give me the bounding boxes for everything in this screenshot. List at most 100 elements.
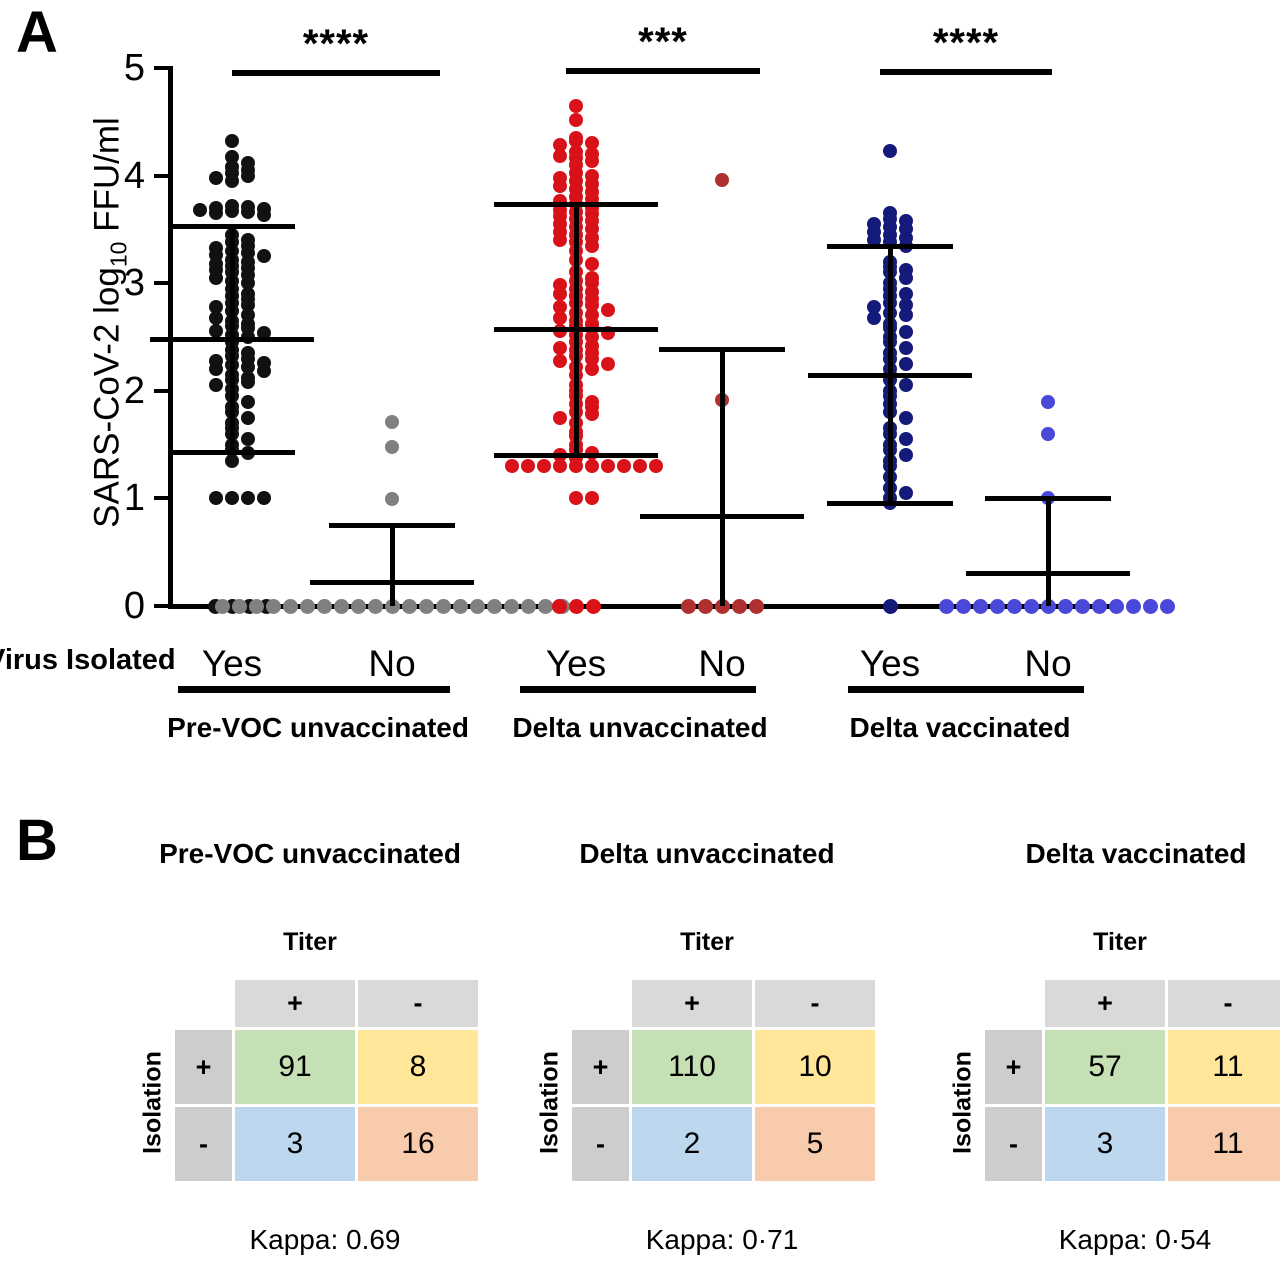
data-point — [955, 598, 971, 614]
confusion-matrix-block: Delta unvaccinated Titer Isolation + - +110 10… — [497, 790, 917, 1277]
data-point — [585, 394, 599, 409]
data-point — [731, 598, 747, 614]
mean-line — [310, 580, 474, 586]
data-point — [241, 346, 255, 361]
data-point — [225, 453, 239, 468]
mean-line — [966, 570, 1130, 576]
data-point — [241, 308, 255, 323]
data-point — [435, 598, 451, 614]
data-point — [553, 410, 567, 425]
y-axis-tick — [154, 173, 169, 178]
sd-cap-upper — [827, 243, 953, 249]
data-point — [1023, 598, 1039, 614]
data-point — [899, 308, 913, 323]
group-name-label: Pre-VOC unvaccinated — [167, 712, 469, 743]
data-point — [551, 598, 567, 614]
data-point — [585, 491, 599, 506]
matrix-cell: 3 — [235, 1107, 355, 1181]
data-point — [257, 491, 271, 506]
data-point — [899, 448, 913, 463]
data-point — [714, 598, 730, 614]
data-point — [899, 324, 913, 339]
data-point — [883, 143, 897, 158]
matrix-row-header: + — [572, 1030, 629, 1104]
data-point — [1041, 426, 1055, 441]
error-bar-whisker — [390, 525, 395, 606]
data-point — [585, 598, 601, 614]
virus-isolated-row-label: Virus Isolated — [0, 644, 176, 676]
data-point — [585, 362, 599, 377]
sd-cap-lower — [494, 453, 658, 459]
data-point — [585, 308, 599, 323]
data-point — [569, 144, 583, 159]
kappa-value: Kappa: 0.69 — [249, 1224, 401, 1255]
data-point — [989, 598, 1005, 614]
matrix-corner-spacer — [572, 980, 629, 1027]
data-point — [553, 278, 567, 293]
mean-line — [640, 513, 804, 519]
data-point — [569, 98, 583, 113]
y-axis-tick-label: 4 — [123, 154, 145, 197]
data-point — [225, 150, 239, 165]
data-point — [469, 598, 485, 614]
matrix-column-header: + — [632, 980, 752, 1027]
data-point — [867, 217, 881, 232]
data-point — [209, 323, 223, 338]
data-point — [241, 199, 255, 214]
data-point — [248, 598, 264, 614]
confusion-matrix-block: Pre-VOC unvaccinated Titer Isolation + - +91 8… — [100, 790, 520, 1277]
matrix-cell: 110 — [632, 1030, 752, 1104]
data-point — [209, 240, 223, 255]
data-point — [452, 598, 468, 614]
data-point — [882, 598, 898, 614]
data-point — [520, 598, 536, 614]
group-name-label: Delta unvaccinated — [512, 712, 768, 743]
y-axis-tick — [154, 66, 169, 70]
group-name-label: Delta vaccinated — [849, 712, 1071, 743]
y-axis-tick — [154, 496, 169, 501]
y-axis-tick-label: 3 — [123, 262, 145, 305]
sd-cap-upper — [659, 346, 785, 352]
data-point — [241, 410, 255, 425]
data-point — [486, 598, 502, 614]
data-point — [241, 233, 255, 248]
data-point — [899, 213, 913, 228]
matrix-cell: 16 — [358, 1107, 478, 1181]
x-axis-category-label: Yes — [545, 643, 607, 684]
matrix-row-header: - — [175, 1107, 232, 1181]
data-point — [1074, 598, 1090, 614]
kappa-value: Kappa: 0·54 — [1058, 1224, 1212, 1255]
matrix-cell: 91 — [235, 1030, 355, 1104]
data-point — [601, 303, 615, 318]
data-point — [209, 299, 223, 314]
data-point — [867, 310, 881, 325]
mean-line — [494, 327, 658, 333]
matrix-column-header: - — [358, 980, 478, 1027]
significance-stars: **** — [932, 21, 1000, 65]
significance-stars: **** — [302, 22, 370, 66]
significance-bar — [880, 69, 1052, 75]
data-point — [1041, 394, 1055, 409]
isolation-row-group-label: Isolation — [948, 1051, 977, 1154]
y-axis-tick-label: 1 — [123, 477, 145, 520]
significance-stars: *** — [638, 20, 688, 64]
data-point — [231, 598, 247, 614]
matrix-cell: 57 — [1045, 1030, 1165, 1104]
data-point — [209, 200, 223, 215]
matrix-corner-spacer — [985, 980, 1042, 1027]
matrix-corner-spacer — [175, 980, 232, 1027]
x-axis-category-label: Yes — [859, 643, 921, 684]
data-point — [553, 149, 567, 164]
data-point — [1057, 598, 1073, 614]
data-point — [350, 598, 366, 614]
sd-cap-upper — [169, 224, 295, 230]
data-point — [1159, 598, 1175, 614]
y-axis-tick — [154, 388, 169, 393]
data-point — [585, 459, 599, 474]
data-point — [1091, 598, 1107, 614]
data-point — [1108, 598, 1124, 614]
matrix-title: Delta unvaccinated — [579, 838, 835, 869]
matrix-row-header: - — [572, 1107, 629, 1181]
data-point — [553, 310, 567, 325]
